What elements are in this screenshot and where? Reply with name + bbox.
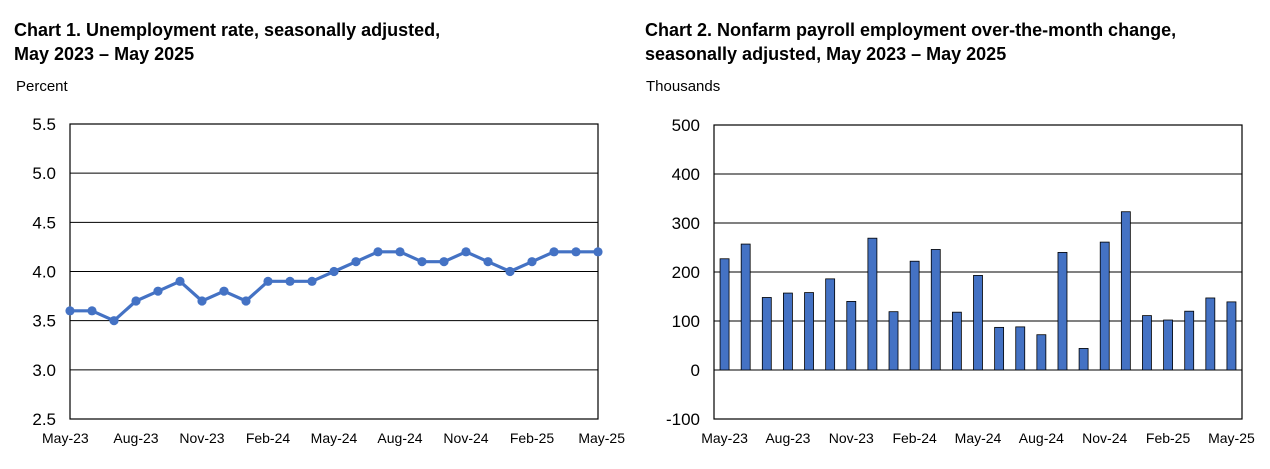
y-tick-label: 3.5	[32, 312, 56, 331]
x-tick-label: May-25	[578, 430, 625, 446]
bar	[1226, 301, 1237, 371]
x-tick-label: Aug-23	[765, 430, 810, 446]
y-axis-label: Thousands	[646, 78, 721, 95]
data-point	[373, 247, 383, 257]
y-tick-label: 5.5	[32, 115, 56, 134]
data-point	[285, 276, 295, 286]
data-point	[131, 296, 141, 306]
bar	[1057, 251, 1068, 371]
y-tick-label: 0	[691, 361, 700, 380]
y-tick-label: -100	[666, 410, 700, 429]
bar	[846, 300, 857, 371]
y-tick-label: 100	[672, 312, 700, 331]
chart-title-line-2: seasonally adjusted, May 2023 – May 2025	[645, 44, 1007, 64]
bar	[740, 243, 751, 371]
data-point	[153, 286, 163, 296]
y-tick-label: 4.5	[32, 213, 56, 232]
x-tick-label: Feb-24	[246, 430, 291, 446]
x-tick-label: May-24	[955, 430, 1002, 446]
y-tick-label: 400	[672, 165, 700, 184]
x-tick-label: Aug-23	[113, 430, 158, 446]
x-tick-label: Nov-24	[1082, 430, 1127, 446]
x-tick-label: Feb-25	[1146, 430, 1191, 446]
y-tick-label: 5.0	[32, 164, 56, 183]
x-tick-label: Aug-24	[1019, 430, 1064, 446]
chart-title: Chart 2. Nonfarm payroll employment over…	[645, 18, 1176, 66]
x-tick-label: May-25	[1208, 430, 1255, 446]
x-tick-label: Feb-24	[892, 430, 937, 446]
data-point	[593, 247, 603, 257]
data-point	[175, 276, 185, 286]
data-point	[549, 247, 559, 257]
data-point	[307, 276, 317, 286]
y-tick-label: 200	[672, 263, 700, 282]
data-point	[263, 276, 273, 286]
bar	[1015, 326, 1026, 371]
data-point	[197, 296, 207, 306]
data-point	[527, 257, 537, 267]
bar-plot: -100 0 100 200 300 400 500 May-23 Aug-23 Nov-23 Fe…	[666, 116, 1255, 446]
bar	[930, 249, 941, 371]
bar	[867, 237, 878, 371]
bar	[1036, 334, 1047, 371]
bar	[719, 258, 730, 371]
bar	[951, 311, 962, 371]
data-point	[351, 257, 361, 267]
bar	[1205, 297, 1216, 371]
data-point	[483, 257, 493, 267]
chart-title: Chart 1. Unemployment rate, seasonally a…	[14, 18, 440, 66]
y-tick-label: 4.0	[32, 263, 56, 282]
x-tick-label: Nov-24	[443, 430, 488, 446]
data-point	[109, 316, 119, 326]
series-line	[70, 250, 598, 323]
unemployment-rate-chart: Chart 1. Unemployment rate, seasonally a…	[0, 0, 630, 469]
y-axis-label: Percent	[16, 78, 68, 95]
data-point	[87, 306, 97, 316]
bar	[973, 275, 983, 371]
bar	[1120, 211, 1131, 371]
plot-frame	[69, 123, 599, 420]
bar	[1078, 348, 1089, 371]
bar	[909, 260, 920, 371]
payroll-employment-chart: Chart 2. Nonfarm payroll employment over…	[630, 0, 1270, 469]
data-point	[505, 266, 515, 277]
bar	[994, 326, 1005, 371]
y-tick-label: 3.0	[32, 361, 56, 380]
bar	[804, 292, 814, 371]
x-tick-label: May-24	[311, 430, 358, 446]
data-point	[65, 306, 75, 316]
data-point	[417, 257, 427, 267]
bar	[888, 311, 899, 371]
x-tick-label: Nov-23	[179, 430, 224, 446]
data-point	[219, 286, 229, 296]
x-tick-label: May-23	[42, 430, 89, 446]
data-point	[241, 296, 251, 306]
data-point	[571, 247, 581, 257]
y-tick-label: 2.5	[32, 410, 56, 429]
bar	[1184, 310, 1195, 371]
x-tick-label: Nov-23	[829, 430, 874, 446]
bar	[1163, 319, 1173, 371]
line-plot: 2.5 3.0 3.5 4.0 4.5 5.0 5.5 May-23 Aug-23 Nov-23 F…	[32, 115, 625, 446]
x-tick-label: Aug-24	[377, 430, 422, 446]
x-tick-label: Feb-25	[510, 430, 555, 446]
data-point	[329, 266, 339, 277]
y-tick-label: 300	[672, 214, 700, 233]
bar	[761, 297, 772, 371]
data-point	[395, 247, 405, 257]
chart-title-line-1: Chart 2. Nonfarm payroll employment over…	[645, 20, 1177, 40]
x-tick-label: May-23	[701, 430, 748, 446]
chart-title-line-1: Chart 1. Unemployment rate, seasonally a…	[14, 20, 441, 40]
data-point	[461, 247, 471, 257]
bar	[783, 292, 793, 371]
bar	[1099, 241, 1110, 371]
plot-frame	[713, 124, 1243, 420]
bar	[825, 278, 836, 371]
bar	[1142, 315, 1152, 371]
data-point	[439, 257, 449, 267]
y-tick-label: 500	[672, 116, 700, 135]
chart-title-line-2: May 2023 – May 2025	[14, 44, 195, 64]
